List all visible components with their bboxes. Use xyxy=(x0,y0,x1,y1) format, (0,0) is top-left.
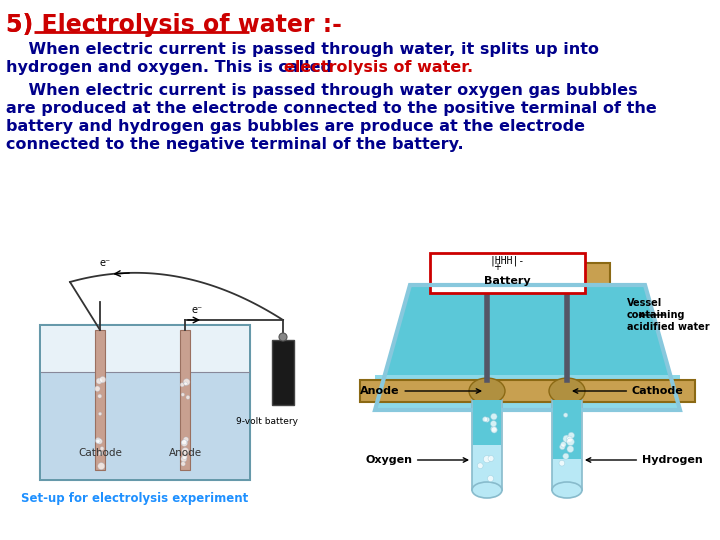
Text: Hydrogen: Hydrogen xyxy=(586,455,703,465)
Circle shape xyxy=(482,417,487,422)
Ellipse shape xyxy=(469,378,505,404)
Text: 9-volt battery: 9-volt battery xyxy=(236,417,298,426)
Bar xyxy=(430,253,585,293)
Text: |HHH|-: |HHH|- xyxy=(490,256,525,266)
Circle shape xyxy=(98,463,104,470)
Circle shape xyxy=(491,414,497,420)
Polygon shape xyxy=(375,285,680,410)
Circle shape xyxy=(568,432,575,438)
Circle shape xyxy=(567,436,572,442)
Ellipse shape xyxy=(472,482,502,498)
Bar xyxy=(41,326,249,372)
Bar xyxy=(180,330,190,470)
Text: Set-up for electrolysis experiment: Set-up for electrolysis experiment xyxy=(22,492,248,505)
Text: e⁻: e⁻ xyxy=(100,258,111,268)
Circle shape xyxy=(99,376,106,383)
Circle shape xyxy=(483,456,490,463)
Circle shape xyxy=(100,447,104,450)
Ellipse shape xyxy=(552,482,582,498)
Text: e⁻: e⁻ xyxy=(192,305,202,315)
Circle shape xyxy=(559,444,565,450)
Bar xyxy=(40,325,250,480)
Circle shape xyxy=(96,378,102,384)
Circle shape xyxy=(561,442,566,447)
Circle shape xyxy=(184,382,187,386)
Circle shape xyxy=(567,446,574,453)
Circle shape xyxy=(99,412,102,415)
Text: Cathode: Cathode xyxy=(573,386,684,396)
Circle shape xyxy=(490,426,497,432)
Circle shape xyxy=(279,333,287,341)
Text: 5): 5) xyxy=(6,13,42,37)
Circle shape xyxy=(98,394,102,398)
Bar xyxy=(552,400,582,490)
Bar xyxy=(95,330,105,470)
Circle shape xyxy=(567,438,575,446)
Circle shape xyxy=(564,413,568,417)
Text: Oxygen: Oxygen xyxy=(365,455,468,465)
Text: hydrogen and oxygen. This is called: hydrogen and oxygen. This is called xyxy=(6,60,338,75)
Circle shape xyxy=(181,393,184,396)
Text: Vessel
containing
acidified water: Vessel containing acidified water xyxy=(627,299,710,332)
Circle shape xyxy=(488,456,494,461)
Circle shape xyxy=(182,448,189,455)
Circle shape xyxy=(180,383,184,387)
Circle shape xyxy=(96,437,101,443)
Circle shape xyxy=(182,454,187,460)
Text: Anode: Anode xyxy=(168,448,202,458)
Circle shape xyxy=(99,452,102,456)
Circle shape xyxy=(485,417,490,422)
Text: connected to the negative terminal of the battery.: connected to the negative terminal of th… xyxy=(6,137,464,152)
Circle shape xyxy=(490,421,497,427)
Circle shape xyxy=(99,451,102,454)
Text: electrolysis of water.: electrolysis of water. xyxy=(284,60,473,75)
Text: When electric current is passed through water, it splits up into: When electric current is passed through … xyxy=(6,42,599,57)
Circle shape xyxy=(96,439,100,443)
Bar xyxy=(445,263,610,285)
Bar xyxy=(360,380,695,402)
Text: +: + xyxy=(493,262,502,272)
Circle shape xyxy=(186,395,190,399)
Text: Battery: Battery xyxy=(484,276,531,286)
Bar xyxy=(473,400,501,445)
Circle shape xyxy=(181,440,186,445)
Circle shape xyxy=(559,460,564,466)
Text: battery and hydrogen gas bubbles are produce at the electrode: battery and hydrogen gas bubbles are pro… xyxy=(6,119,585,134)
Circle shape xyxy=(487,476,494,482)
Circle shape xyxy=(477,463,483,469)
Circle shape xyxy=(563,435,570,442)
Bar xyxy=(41,372,249,479)
Circle shape xyxy=(97,438,102,444)
Text: Cathode: Cathode xyxy=(78,448,122,458)
Text: 5) Electrolysis of water: 5) Electrolysis of water xyxy=(6,13,315,37)
Circle shape xyxy=(491,427,498,433)
Polygon shape xyxy=(375,375,680,410)
Ellipse shape xyxy=(549,378,585,404)
Circle shape xyxy=(184,379,190,386)
Text: Anode: Anode xyxy=(360,386,481,396)
Circle shape xyxy=(94,386,100,391)
Circle shape xyxy=(181,456,186,462)
Circle shape xyxy=(181,440,187,447)
Text: are produced at the electrode connected to the positive terminal of the: are produced at the electrode connected … xyxy=(6,102,657,117)
Text: When electric current is passed through water oxygen gas bubbles: When electric current is passed through … xyxy=(6,83,638,98)
Bar xyxy=(272,340,294,405)
Circle shape xyxy=(181,462,185,466)
Bar xyxy=(553,400,581,458)
Text: 5) Electrolysis of water :-: 5) Electrolysis of water :- xyxy=(6,13,342,37)
Bar xyxy=(472,400,502,490)
Circle shape xyxy=(563,453,569,460)
Circle shape xyxy=(184,437,189,442)
